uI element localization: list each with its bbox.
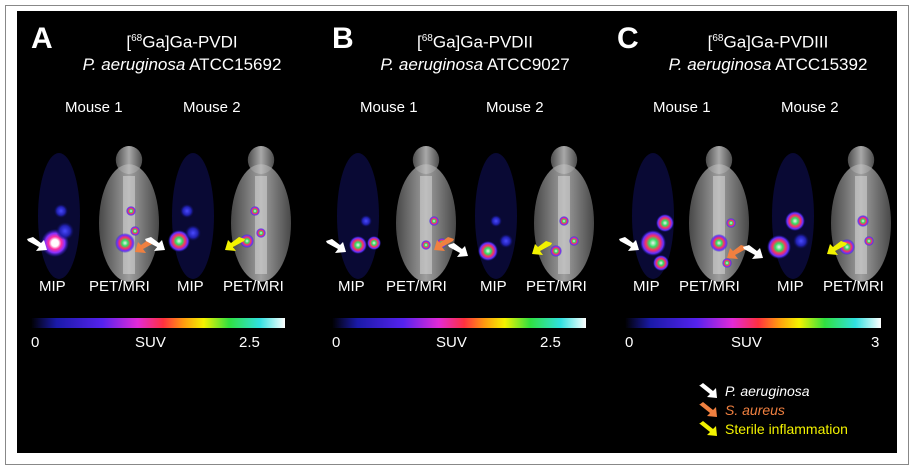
figure-image-area: A [68Ga]Ga-PVDI P. aeruginosa ATCC15692 …	[17, 11, 897, 453]
panel-a: A [68Ga]Ga-PVDI P. aeruginosa ATCC15692 …	[17, 11, 310, 453]
mip-image	[38, 153, 80, 279]
pet-mri-label: PET/MRI	[223, 278, 284, 295]
mouse-2-label: Mouse 2	[781, 99, 839, 116]
mouse-2-label: Mouse 2	[183, 99, 241, 116]
mip-label: MIP	[177, 278, 204, 295]
pet-mri-label: PET/MRI	[386, 278, 447, 295]
pet-mri-label: PET/MRI	[823, 278, 884, 295]
scale-label: SUV	[436, 334, 467, 351]
scale-max: 3	[871, 334, 880, 351]
pet-mri-label: PET/MRI	[526, 278, 587, 295]
scale-max: 2.5	[540, 334, 561, 351]
title-bracket: [	[707, 32, 713, 52]
scale-min: 0	[332, 334, 341, 351]
pet-mri-image	[99, 146, 159, 282]
pet-mri-image	[534, 146, 594, 282]
pet-mri-image	[831, 146, 891, 282]
pet-mri-label: PET/MRI	[89, 278, 150, 295]
white-arrow-icon	[326, 239, 348, 260]
orange-arrow-icon	[699, 402, 717, 417]
mip-image	[767, 153, 814, 279]
white-arrow-icon	[619, 237, 641, 258]
legend-label: S. aureus	[725, 402, 785, 418]
mouse-2-label: Mouse 2	[486, 99, 544, 116]
strain-species: P. aeruginosa	[668, 54, 772, 74]
title-compound: Ga]Ga-PVDI	[142, 32, 238, 52]
scale-min: 0	[31, 334, 40, 351]
yellow-arrow-icon	[827, 241, 849, 262]
mouse-1-label: Mouse 1	[653, 99, 711, 116]
title-compound: Ga]Ga-PVDII	[432, 32, 533, 52]
panel-title: [68Ga]Ga-PVDI P. aeruginosa ATCC15692	[57, 28, 307, 76]
mip-label: MIP	[633, 278, 660, 295]
mip-label: MIP	[777, 278, 804, 295]
mip-label: MIP	[39, 278, 66, 295]
strain-code: ATCC9027	[486, 54, 570, 74]
yellow-arrow-icon	[225, 237, 247, 258]
panel-title: [68Ga]Ga-PVDIII P. aeruginosa ATCC15392	[643, 28, 893, 76]
scale-min: 0	[625, 334, 634, 351]
title-isotope: 68	[712, 33, 724, 44]
strain-code: ATCC15692	[189, 54, 282, 74]
mouse-1-label: Mouse 1	[360, 99, 418, 116]
strain-species: P. aeruginosa	[82, 54, 186, 74]
scale-label: SUV	[731, 334, 762, 351]
legend-label: Sterile inflammation	[725, 421, 848, 437]
panel-letter: C	[617, 22, 639, 55]
orange-arrow-icon	[727, 245, 749, 266]
white-arrow-icon	[699, 383, 717, 398]
mip-image	[632, 153, 674, 279]
scale-label: SUV	[135, 334, 166, 351]
suv-color-scale	[31, 318, 285, 328]
panel-letter: A	[31, 22, 53, 55]
panel-c: C [68Ga]Ga-PVDIII P. aeruginosa ATCC1539…	[603, 11, 897, 453]
white-arrow-icon	[448, 243, 470, 264]
pet-mri-image	[689, 146, 749, 282]
panel-title: [68Ga]Ga-PVDII P. aeruginosa ATCC9027	[350, 28, 600, 76]
white-arrow-icon	[145, 237, 167, 258]
mip-image	[475, 153, 517, 279]
mip-image	[337, 153, 381, 279]
yellow-arrow-icon	[699, 421, 717, 436]
title-bracket: [	[417, 32, 422, 52]
legend-label: P. aeruginosa	[725, 383, 810, 399]
scale-max: 2.5	[239, 334, 260, 351]
orange-arrow-icon	[434, 237, 456, 258]
strain-species: P. aeruginosa	[380, 54, 484, 74]
panel-letter: B	[332, 22, 354, 55]
suv-color-scale	[625, 318, 881, 328]
title-compound: Ga]Ga-PVDIII	[723, 32, 829, 52]
mip-label: MIP	[480, 278, 507, 295]
pet-mri-image	[396, 146, 456, 282]
white-arrow-icon	[27, 237, 49, 258]
mip-label: MIP	[338, 278, 365, 295]
title-isotope: 68	[421, 33, 433, 44]
suv-color-scale	[332, 318, 586, 328]
pet-mri-image	[231, 146, 291, 282]
white-arrow-icon	[743, 245, 765, 266]
title-isotope: 68	[131, 33, 143, 44]
mouse-1-label: Mouse 1	[65, 99, 123, 116]
yellow-arrow-icon	[532, 241, 554, 262]
mip-image	[168, 153, 214, 279]
panel-b: B [68Ga]Ga-PVDII P. aeruginosa ATCC9027 …	[310, 11, 603, 453]
title-bracket: [	[126, 32, 132, 52]
strain-code: ATCC15392	[775, 54, 868, 74]
pet-mri-label: PET/MRI	[679, 278, 740, 295]
